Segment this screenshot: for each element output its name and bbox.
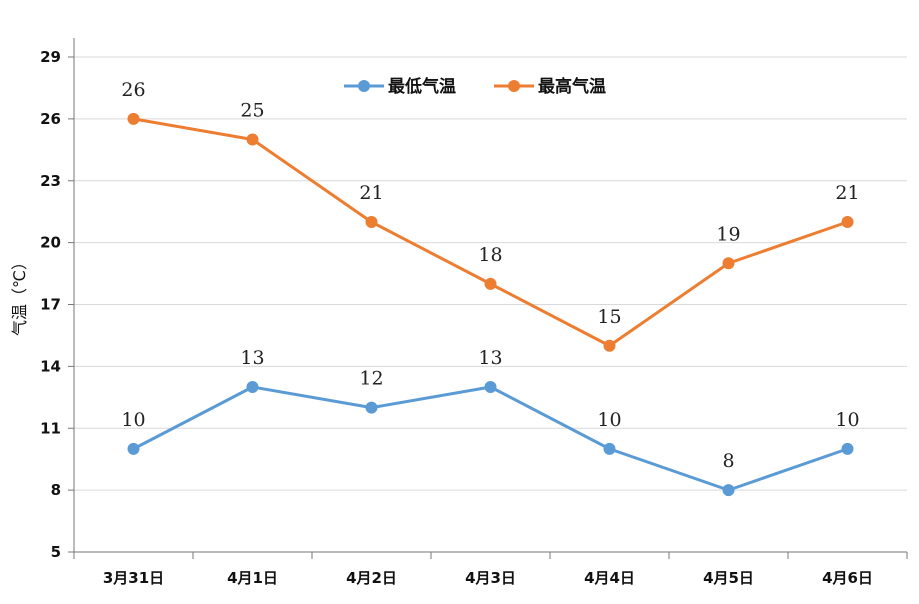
x-tick-label: 4月5日 bbox=[703, 569, 754, 587]
legend-marker bbox=[358, 80, 370, 92]
legend-marker bbox=[508, 80, 520, 92]
data-label: 10 bbox=[121, 409, 145, 431]
data-label: 15 bbox=[597, 306, 621, 328]
data-point bbox=[365, 401, 378, 414]
data-point bbox=[603, 442, 616, 455]
data-label: 8 bbox=[722, 450, 734, 472]
series-layer: 10 13 12 13 10 8 10 26 25 21 18 15 19 21 bbox=[121, 79, 860, 497]
x-tick-label: 4月6日 bbox=[822, 569, 873, 587]
x-tick-label: 4月1日 bbox=[227, 569, 278, 587]
data-label: 10 bbox=[597, 409, 621, 431]
data-label: 21 bbox=[359, 182, 383, 204]
axes: 5 8 11 14 17 20 23 26 29 3月31日 4月1日 4月2日 4月3日 4月4日 4月5… bbox=[40, 38, 908, 587]
x-tick-label: 4月2日 bbox=[346, 569, 397, 587]
y-tick-label: 29 bbox=[40, 48, 61, 66]
legend-label: 最高气温 bbox=[538, 76, 606, 97]
gridlines bbox=[74, 56, 907, 491]
y-tick-label: 5 bbox=[51, 543, 61, 561]
data-label: 25 bbox=[240, 100, 264, 122]
data-label: 12 bbox=[359, 368, 383, 390]
data-point bbox=[841, 216, 854, 228]
data-label: 21 bbox=[835, 182, 859, 204]
data-point bbox=[484, 381, 497, 393]
series-line bbox=[132, 385, 848, 492]
y-tick-label: 11 bbox=[40, 419, 61, 437]
data-label: 13 bbox=[478, 347, 502, 369]
data-point bbox=[722, 257, 735, 270]
data-point bbox=[127, 112, 140, 125]
data-label: 10 bbox=[835, 409, 859, 431]
y-tick-label: 23 bbox=[40, 172, 61, 190]
legend: 最低气温 最高气温 bbox=[344, 76, 606, 97]
data-point bbox=[722, 484, 735, 497]
data-point bbox=[246, 381, 259, 393]
y-tick-label: 14 bbox=[40, 357, 61, 375]
data-point bbox=[484, 277, 497, 290]
data-point bbox=[603, 339, 616, 352]
y-tick-label: 20 bbox=[40, 234, 61, 252]
data-label: 26 bbox=[121, 79, 145, 101]
data-point bbox=[127, 442, 140, 455]
data-label: 18 bbox=[478, 244, 502, 266]
y-axis-label: 气温（℃） bbox=[10, 254, 29, 336]
data-point bbox=[365, 216, 378, 228]
x-tick-label: 4月3日 bbox=[465, 569, 516, 587]
data-label: 13 bbox=[240, 347, 264, 369]
y-tick-label: 26 bbox=[40, 110, 61, 128]
data-point bbox=[841, 442, 854, 455]
legend-label: 最低气温 bbox=[388, 76, 456, 97]
y-tick-label: 17 bbox=[40, 296, 61, 314]
data-point bbox=[246, 133, 259, 146]
x-tick-label: 4月4日 bbox=[584, 569, 635, 587]
data-label: 19 bbox=[716, 223, 740, 245]
y-tick-label: 8 bbox=[51, 481, 61, 499]
x-tick-label: 3月31日 bbox=[103, 569, 164, 587]
